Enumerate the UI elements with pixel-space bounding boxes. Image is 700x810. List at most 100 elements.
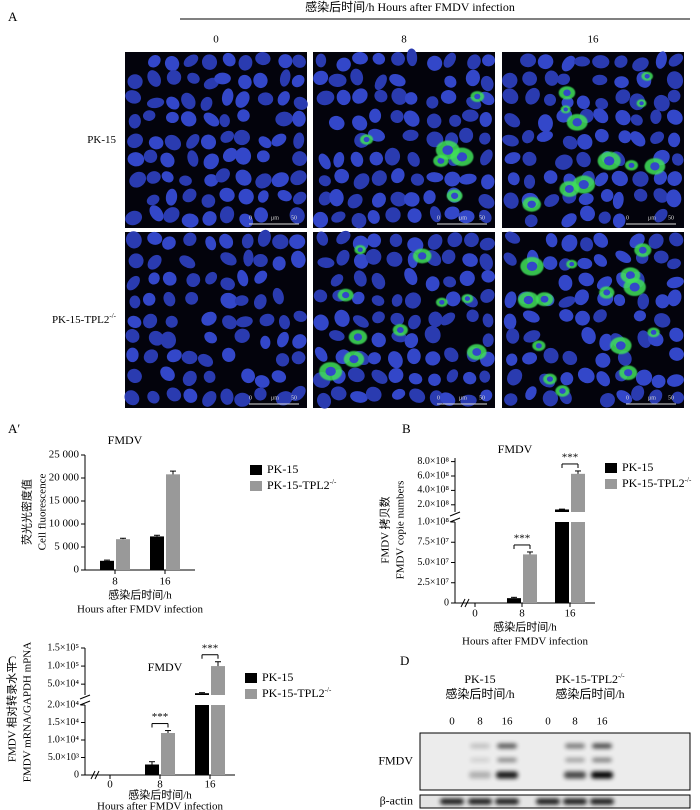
nucleus (504, 291, 517, 309)
nucleus (506, 328, 520, 344)
nucleus (595, 352, 611, 368)
nucleus (183, 388, 198, 403)
nucleus (277, 331, 289, 348)
nucleus (181, 350, 198, 365)
nucleus (560, 372, 574, 386)
nucleus (630, 114, 643, 126)
nucleus (667, 89, 681, 103)
nucleus (575, 310, 590, 326)
nucleus (403, 192, 420, 207)
nucleus (406, 48, 418, 67)
group-label: PK-15 (464, 672, 495, 686)
nucleus (254, 207, 268, 223)
infected-nucleus (437, 157, 445, 164)
nucleus (502, 72, 518, 89)
bar-segment (571, 473, 585, 512)
nucleus (142, 110, 156, 121)
nucleus (291, 74, 305, 88)
y-axis-label: FMDV mRNA/GAPDH mPNA (22, 642, 34, 782)
nucleus (592, 55, 610, 69)
group-label-sup: -/- (618, 672, 625, 680)
scale-start: 0 (626, 395, 629, 401)
infected-nucleus (527, 200, 536, 209)
group-label-main: PK-15-TPL2 (555, 672, 618, 686)
bar (211, 666, 225, 775)
bar-segment (555, 509, 569, 512)
nucleus (388, 368, 404, 383)
nucleus (148, 272, 160, 285)
nucleus (650, 109, 662, 125)
bar (555, 509, 569, 603)
y-tick-label: 1.0×10⁴ (47, 734, 79, 745)
nucleus (255, 173, 272, 189)
blot-band (565, 743, 585, 749)
nucleus (666, 109, 683, 125)
nucleus (374, 74, 387, 91)
bar-segment (211, 666, 225, 695)
infected-nucleus (644, 73, 650, 79)
nucleus (146, 97, 165, 109)
nucleus (653, 188, 669, 203)
infected-nucleus (564, 185, 574, 193)
nucleus (238, 74, 252, 90)
nucleus (467, 54, 481, 70)
nucleus (329, 330, 345, 341)
nucleus (461, 109, 479, 122)
nucleus (336, 89, 351, 106)
nucleus (561, 213, 577, 228)
bar (161, 733, 175, 775)
nucleus (219, 114, 230, 128)
nucleus (666, 189, 682, 208)
micrograph: 0 μm 50 (312, 48, 495, 229)
nucleus (374, 89, 388, 103)
nucleus (292, 54, 306, 68)
bar-segment (145, 764, 159, 775)
nucleus (594, 172, 609, 187)
nucleus (389, 73, 406, 87)
nucleus (630, 131, 646, 147)
nucleus (291, 351, 306, 365)
nucleus (201, 54, 218, 70)
x-tick-label: 8 (112, 576, 118, 588)
nucleus (577, 257, 593, 270)
nucleus (391, 294, 403, 307)
nucleus (127, 152, 145, 167)
nucleus (126, 275, 140, 291)
nucleus (237, 109, 250, 122)
nucleus (352, 115, 368, 131)
nucleus (241, 368, 255, 384)
blot-band (470, 758, 490, 762)
blot-band (497, 743, 517, 749)
nucleus (615, 89, 631, 104)
nucleus (543, 170, 558, 184)
infected-nucleus (540, 295, 549, 303)
nucleus (215, 168, 230, 183)
nucleus (544, 70, 559, 86)
group-subtitle: 感染后时间/h (555, 686, 624, 701)
nucleus (651, 374, 666, 389)
scale-unit: μm (459, 215, 467, 221)
nucleus (574, 289, 589, 306)
nucleus (166, 70, 182, 85)
axis-break (79, 694, 91, 700)
nucleus (292, 191, 307, 205)
nucleus (463, 371, 477, 385)
nucleus (253, 72, 268, 89)
nucleus (253, 253, 268, 268)
nucleus (654, 208, 668, 223)
nucleus (271, 370, 287, 383)
blot-box (419, 732, 691, 791)
y-tick-label: 7.5×10⁷ (417, 537, 449, 548)
nucleus (637, 330, 652, 348)
infected-nucleus (603, 289, 611, 296)
nucleus (387, 351, 403, 369)
nucleus (163, 207, 180, 223)
infected-nucleus (546, 376, 554, 382)
infected-nucleus (325, 366, 336, 376)
bar (195, 693, 209, 775)
x-axis-label: Hours after FMDV infection (97, 801, 223, 810)
lane-label: 0 (449, 716, 455, 728)
nucleus (562, 350, 578, 366)
nucleus (143, 313, 158, 329)
nucleus (187, 72, 200, 84)
